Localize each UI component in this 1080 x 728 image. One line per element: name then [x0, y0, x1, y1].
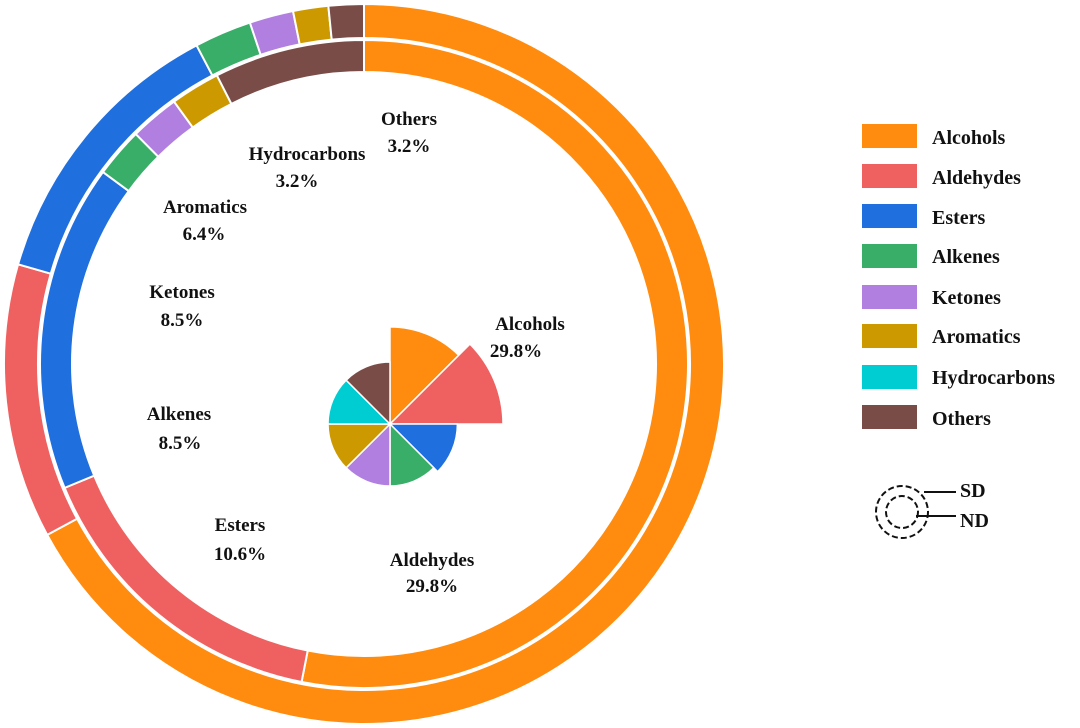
- ring-sd-segment-aromatics: [291, 4, 333, 46]
- label-others-value: 3.2%: [388, 136, 431, 157]
- label-esters-value: 10.6%: [214, 544, 266, 565]
- label-aromatics-name: Aromatics: [163, 197, 247, 218]
- ring-nd-segment-alcohols: [300, 38, 689, 689]
- rose-labels: Alcohols 29.8% Aldehydes 29.8% Esters 10…: [147, 109, 565, 597]
- rose-wedge-others: [345, 361, 391, 426]
- legend-label-aromatics: Aromatics: [932, 326, 1021, 348]
- rings-group: [3, 2, 725, 725]
- label-alcohols-value: 29.8%: [490, 341, 542, 362]
- ring-key-outer-circle: [875, 485, 929, 539]
- ring-key-inner-circle: [885, 495, 919, 529]
- rose-group: [327, 326, 504, 487]
- rose-wedge-alcohols: [389, 326, 460, 426]
- legend-label-esters: Esters: [932, 207, 986, 229]
- label-aromatics-value: 6.4%: [183, 224, 226, 245]
- legend-label-ketones: Ketones: [932, 287, 1001, 309]
- label-ketones-name: Ketones: [149, 282, 214, 303]
- legend-swatch-others: [862, 405, 917, 429]
- label-others-name: Others: [381, 109, 437, 130]
- ring-key-nd-label: ND: [960, 510, 989, 532]
- legend-label-others: Others: [932, 408, 991, 430]
- legend-swatch-aromatics: [862, 324, 917, 348]
- legend-label-alkenes: Alkenes: [932, 246, 1000, 268]
- rose-wedge-esters: [388, 423, 459, 473]
- label-alkenes-name: Alkenes: [147, 404, 211, 425]
- label-hydrocarbons-value: 3.2%: [276, 171, 319, 192]
- legend-swatch-esters: [862, 204, 917, 228]
- label-ketones-value: 8.5%: [161, 310, 204, 331]
- ring-sd-segment-alcohols: [45, 2, 725, 725]
- label-esters-name: Esters: [215, 515, 266, 536]
- legend: Alcohols Aldehydes Esters Alkenes Ketone…: [862, 124, 1055, 430]
- legend-label-hydrocarbons: Hydrocarbons: [932, 367, 1055, 389]
- label-alkenes-value: 8.5%: [159, 433, 202, 454]
- ring-key-sd-label: SD: [960, 480, 986, 502]
- legend-swatch-hydrocarbons: [862, 365, 917, 389]
- ring-sd-segment-others: [327, 2, 365, 41]
- ring-nd-segment-others: [215, 38, 365, 106]
- label-hydrocarbons-name: Hydrocarbons: [249, 144, 366, 165]
- legend-swatch-alkenes: [862, 244, 917, 268]
- label-alcohols-name: Alcohols: [495, 314, 565, 335]
- legend-label-aldehydes: Aldehydes: [932, 167, 1021, 189]
- legend-label-alcohols: Alcohols: [932, 127, 1006, 149]
- legend-swatch-aldehydes: [862, 164, 917, 188]
- legend-swatch-alcohols: [862, 124, 917, 148]
- label-aldehydes-name: Aldehydes: [390, 550, 474, 571]
- rose-wedge-aldehydes: [388, 343, 504, 425]
- ring-key: SD ND: [875, 480, 989, 539]
- legend-swatch-ketones: [862, 285, 917, 309]
- label-aldehydes-value: 29.8%: [406, 576, 458, 597]
